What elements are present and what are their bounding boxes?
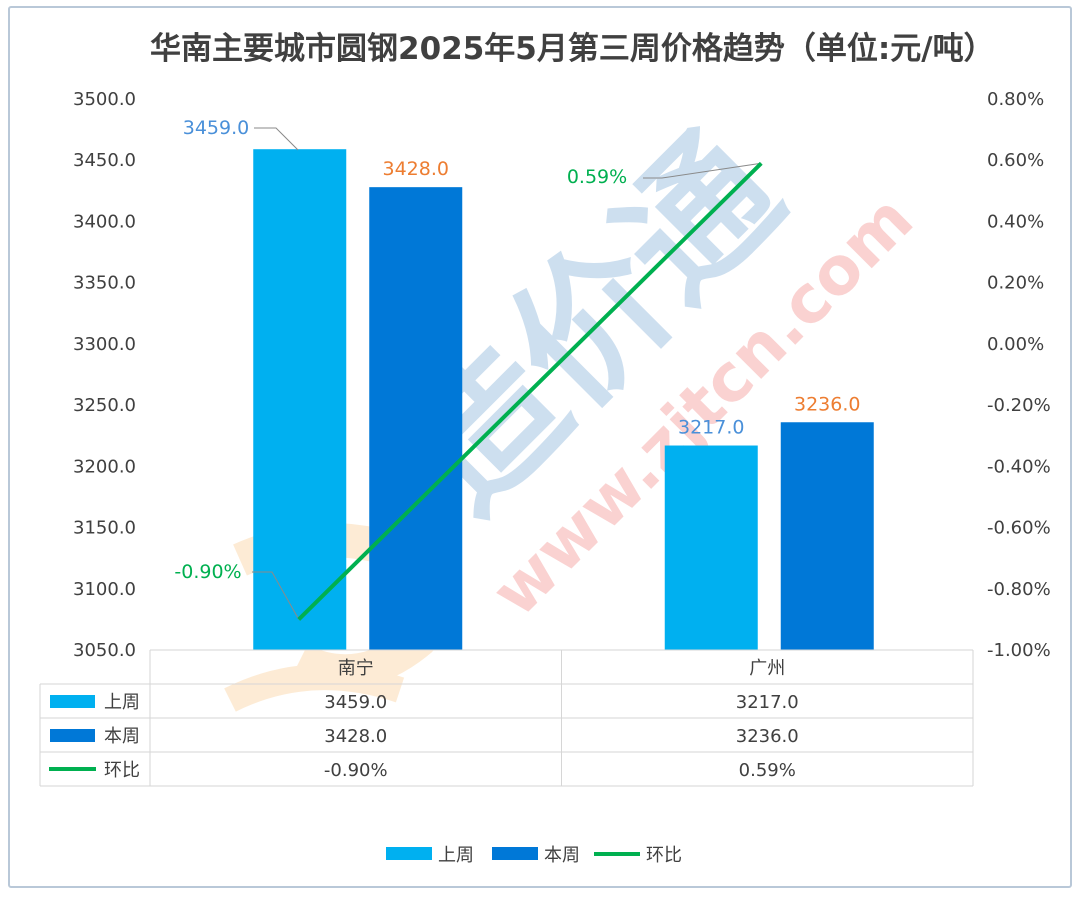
left-axis-tick-label: 3050.0 xyxy=(73,640,136,661)
right-axis-tick-label: -1.00% xyxy=(987,640,1051,661)
data-label-上周-南宁: 3459.0 xyxy=(183,117,249,139)
bar-上周-广州 xyxy=(664,445,758,650)
legend-label: 本周 xyxy=(544,845,580,866)
leader-line xyxy=(252,571,300,620)
left-axis-tick-label: 3250.0 xyxy=(73,395,136,416)
legend-label: 上周 xyxy=(438,845,474,866)
right-axis: 0.80% 0.60% 0.40% 0.20% 0.00% -0.20% -0.40% -0.… xyxy=(987,89,1051,661)
left-axis-tick-label: 3150.0 xyxy=(73,518,136,539)
line-series xyxy=(297,161,763,621)
left-axis-tick-label: 3350.0 xyxy=(73,273,136,294)
table-cell: -0.90% xyxy=(324,760,388,781)
left-axis: 3500.0 3450.0 3400.0 3350.0 3300.0 3250.0 3200… xyxy=(73,89,136,661)
legend-label: 环比 xyxy=(646,845,682,866)
table-cell: 3236.0 xyxy=(736,726,799,747)
bar-本周-南宁 xyxy=(369,187,463,650)
table-cell: 3428.0 xyxy=(324,726,387,747)
category-label: 广州 xyxy=(749,658,785,679)
right-axis-tick-label: 0.20% xyxy=(987,273,1044,294)
right-axis-tick-label: -0.60% xyxy=(987,518,1051,539)
data-labels: 3459.0 3428.0 3217.0 3236.0 -0.90% 0.59% xyxy=(174,117,860,583)
table-row-name: 环比 xyxy=(104,760,140,781)
left-axis-tick-label: 3400.0 xyxy=(73,211,136,232)
left-axis-tick-label: 3100.0 xyxy=(73,579,136,600)
leader-line xyxy=(643,162,762,179)
category-label: 南宁 xyxy=(338,658,374,679)
right-axis-tick-label: 0.60% xyxy=(987,150,1044,171)
right-axis-tick-label: -0.40% xyxy=(987,456,1051,477)
right-axis-tick-label: -0.80% xyxy=(987,579,1051,600)
right-axis-tick-label: 0.00% xyxy=(987,334,1044,355)
table-cell: 3459.0 xyxy=(324,692,387,713)
data-label-本周-广州: 3236.0 xyxy=(794,393,860,415)
table-key-swatch xyxy=(50,695,95,708)
table-cell: 3217.0 xyxy=(736,692,799,713)
left-axis-tick-label: 3200.0 xyxy=(73,456,136,477)
left-axis-tick-label: 3500.0 xyxy=(73,89,136,110)
bar-上周-南宁 xyxy=(253,149,347,651)
label-leader-lines xyxy=(252,127,762,620)
bar-本周-广州 xyxy=(780,422,874,650)
right-axis-tick-label: 0.40% xyxy=(987,211,1044,232)
legend: 上周 本周 环比 xyxy=(386,845,682,866)
bars xyxy=(253,149,874,651)
left-axis-tick-label: 3450.0 xyxy=(73,150,136,171)
table-row-name: 上周 xyxy=(104,692,140,713)
data-label-本周-南宁: 3428.0 xyxy=(383,158,449,180)
table-key-swatch xyxy=(50,729,95,742)
data-label-环比-南宁: -0.90% xyxy=(174,561,241,583)
line-环比 xyxy=(297,161,763,621)
legend-swatch xyxy=(492,847,538,860)
table-row-name: 本周 xyxy=(104,726,140,747)
right-axis-tick-label: -0.20% xyxy=(987,395,1051,416)
chart-frame xyxy=(8,6,1072,888)
chart-title: 华南主要城市圆钢2025年5月第三周价格趋势（单位:元/吨） xyxy=(150,31,995,67)
right-axis-tick-label: 0.80% xyxy=(987,89,1044,110)
left-axis-tick-label: 3300.0 xyxy=(73,334,136,355)
data-label-环比-广州: 0.59% xyxy=(567,166,627,188)
legend-swatch xyxy=(386,847,432,860)
data-label-上周-广州: 3217.0 xyxy=(678,417,744,439)
leader-line xyxy=(254,127,299,151)
table-cell: 0.59% xyxy=(739,760,796,781)
